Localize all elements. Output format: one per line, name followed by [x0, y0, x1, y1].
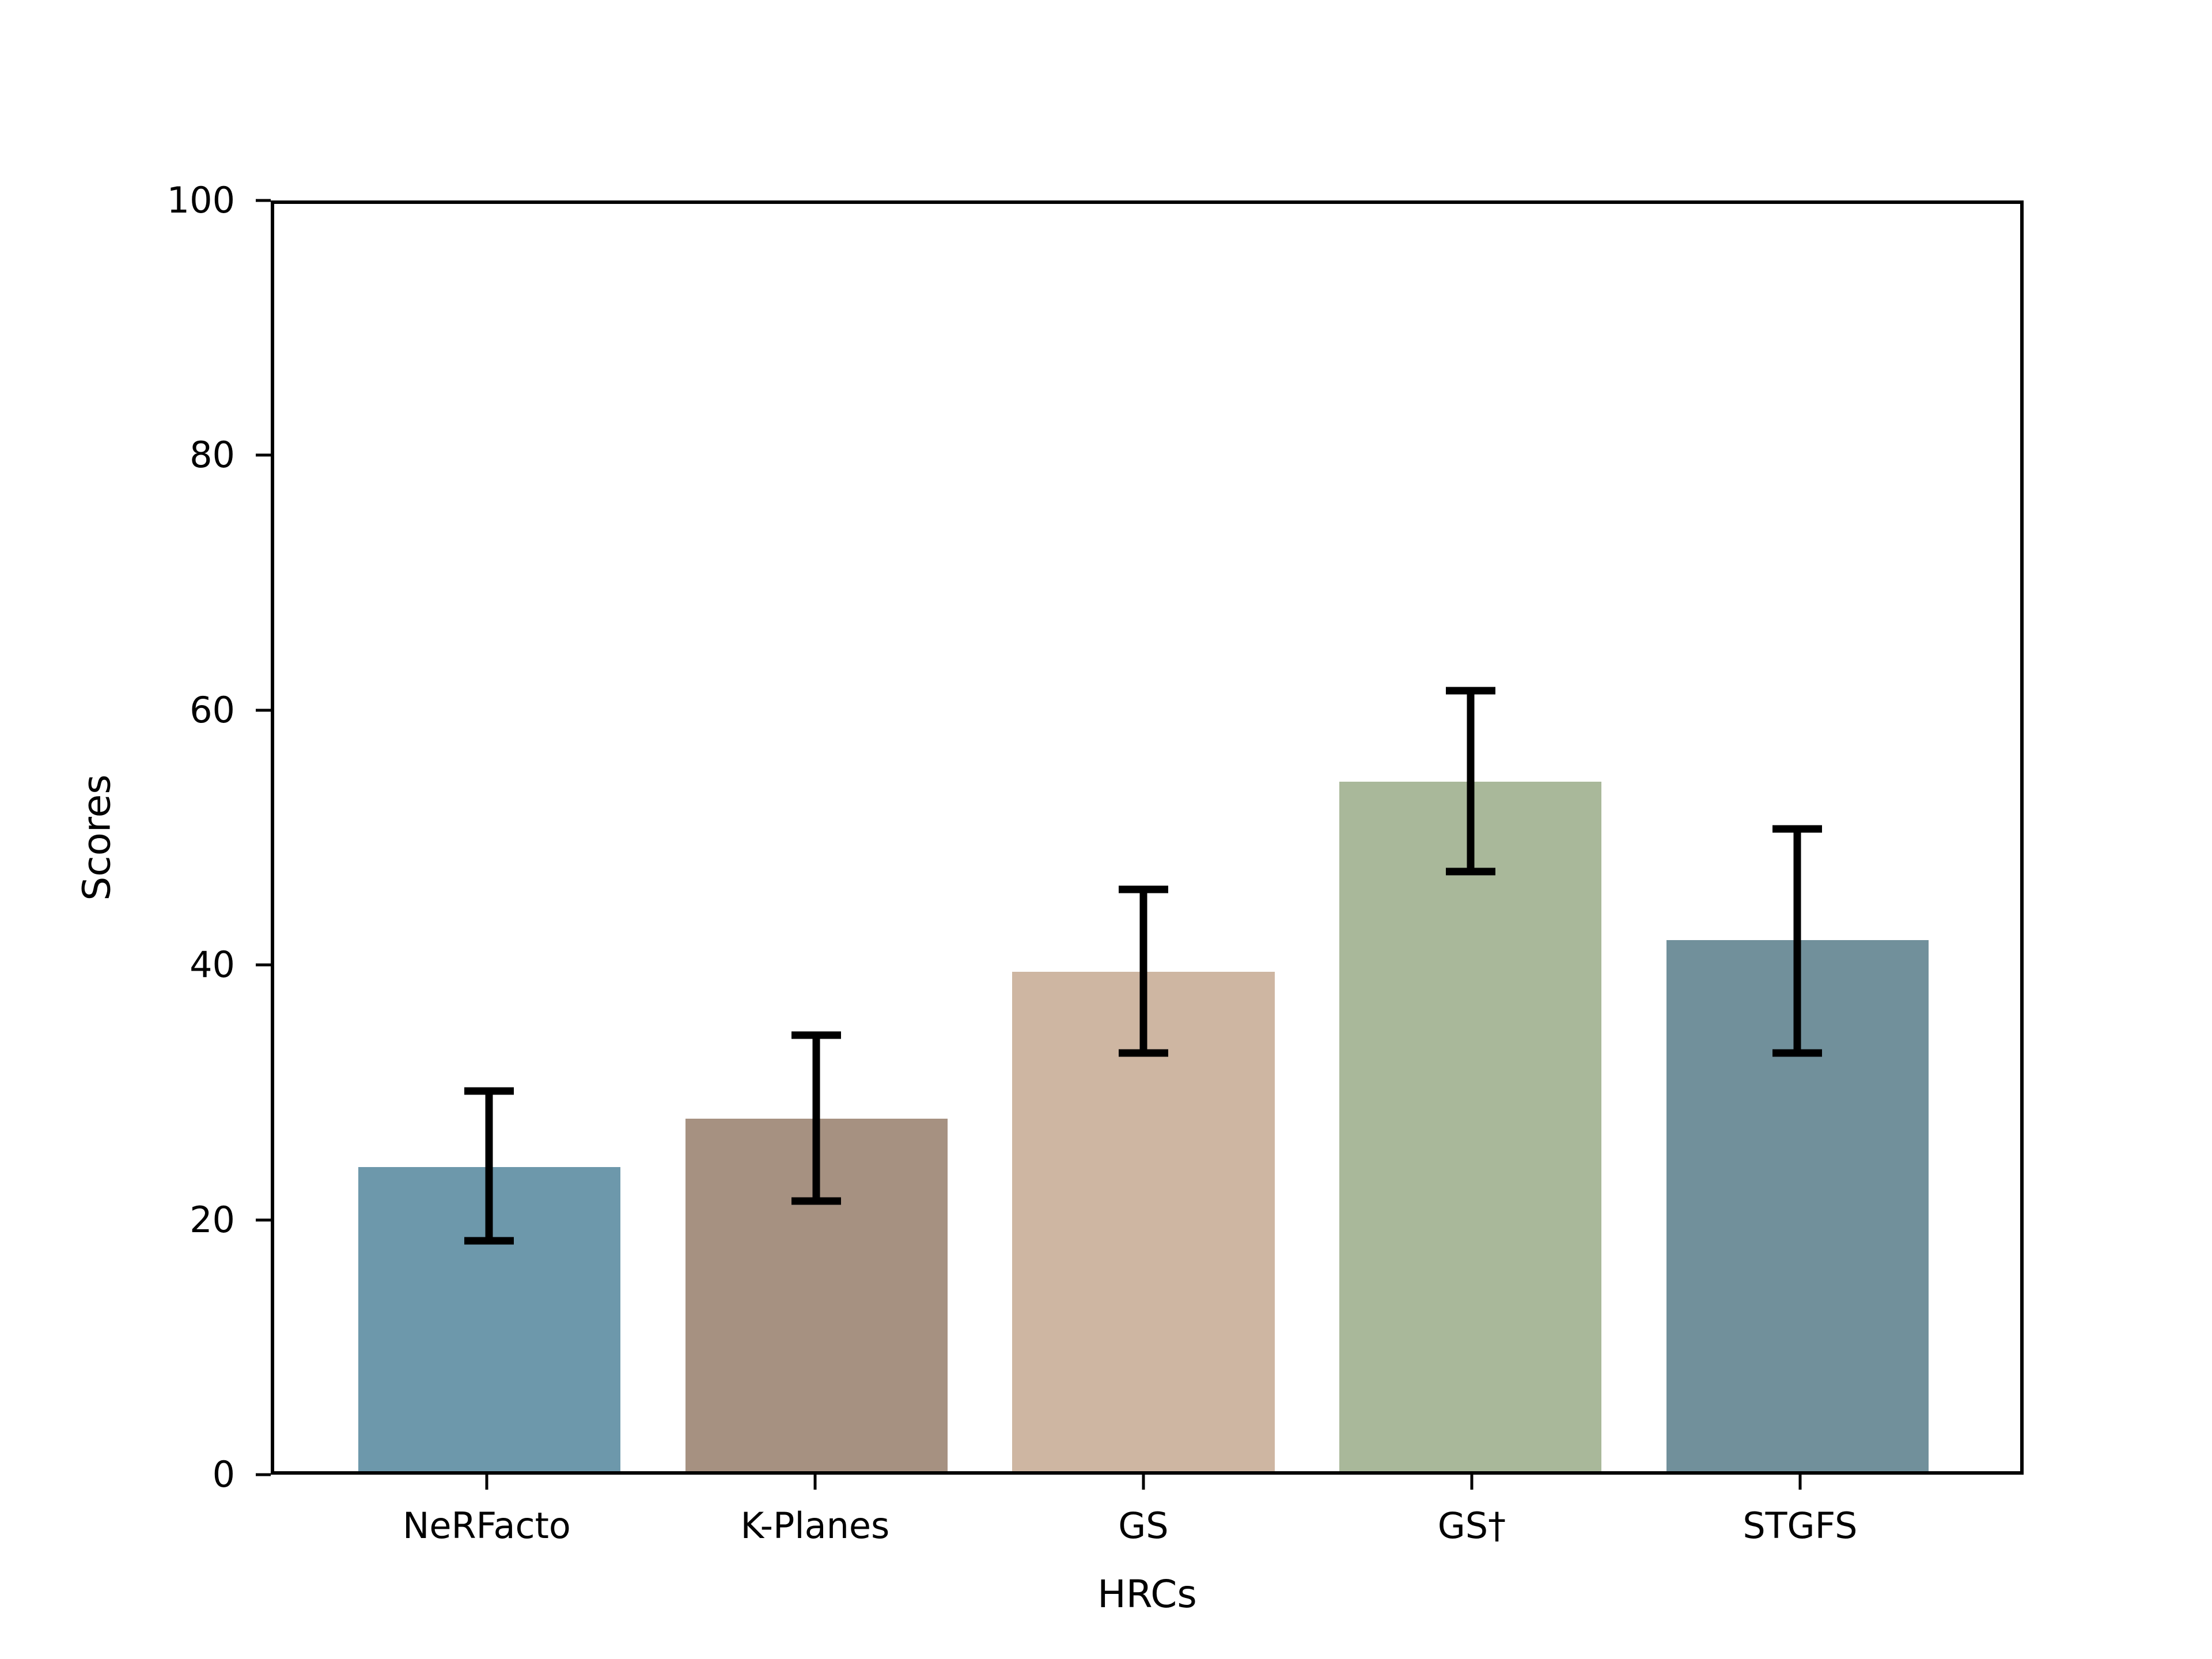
bar-gs	[1339, 782, 1602, 1472]
x-tick-nerfacto	[485, 1475, 488, 1490]
error-bar-cap-top-k-planes	[791, 1031, 842, 1039]
x-tick-label-k-planes: K-Planes	[740, 1505, 890, 1547]
x-tick-k-planes	[813, 1475, 817, 1490]
y-axis-label: Scores	[74, 774, 119, 902]
y-tick-0	[256, 1473, 271, 1476]
x-tick-gs	[1142, 1475, 1145, 1490]
y-tick-label-80: 80	[190, 434, 236, 476]
error-bar-cap-top-gs	[1118, 885, 1168, 893]
y-tick-80	[256, 453, 271, 457]
error-bar-cap-top-gs	[1445, 687, 1495, 695]
y-tick-label-100: 100	[166, 179, 236, 221]
y-tick-label-60: 60	[190, 688, 236, 731]
error-bar-line-nerfacto	[485, 1090, 493, 1241]
error-bar-cap-bottom-stgfs	[1772, 1049, 1823, 1057]
y-tick-label-20: 20	[190, 1198, 236, 1241]
x-tick-label-gs: GS†	[1437, 1505, 1506, 1547]
y-tick-40	[256, 963, 271, 967]
y-tick-label-0: 0	[212, 1453, 236, 1496]
x-tick-gs	[1470, 1475, 1474, 1490]
x-tick-label-stgfs: STGFS	[1743, 1505, 1858, 1547]
error-bar-line-k-planes	[812, 1035, 820, 1202]
x-tick-label-gs: GS	[1118, 1505, 1169, 1547]
error-bar-cap-bottom-gs	[1445, 868, 1495, 876]
x-tick-stgfs	[1798, 1475, 1802, 1490]
error-bar-line-gs	[1139, 889, 1147, 1053]
x-tick-label-nerfacto: NeRFacto	[402, 1505, 571, 1547]
error-bar-cap-bottom-nerfacto	[464, 1237, 514, 1245]
error-bar-line-stgfs	[1793, 828, 1801, 1053]
plot-area	[271, 200, 2024, 1475]
x-axis-label: HRCs	[1097, 1572, 1197, 1617]
y-tick-label-40: 40	[190, 944, 236, 986]
error-bar-cap-top-nerfacto	[464, 1087, 514, 1095]
y-tick-60	[256, 709, 271, 712]
error-bar-cap-bottom-gs	[1118, 1049, 1168, 1057]
y-tick-100	[256, 199, 271, 202]
error-bar-line-gs	[1467, 690, 1475, 872]
error-bar-cap-bottom-k-planes	[791, 1197, 842, 1205]
y-tick-20	[256, 1218, 271, 1222]
error-bar-cap-top-stgfs	[1772, 825, 1823, 833]
